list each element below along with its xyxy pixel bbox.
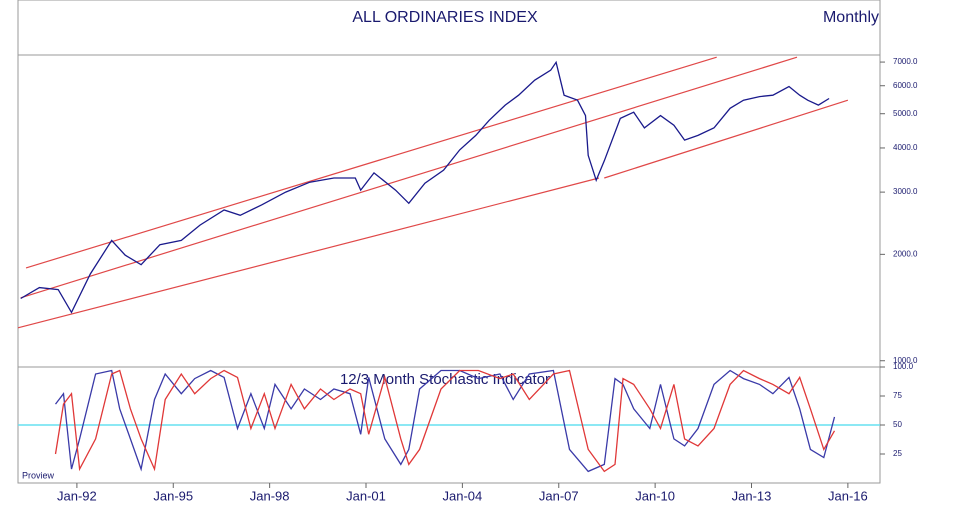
x-tick-label: Jan-16: [828, 488, 868, 503]
channel-line: [604, 99, 849, 179]
y-tick-label: 5000.0: [893, 109, 918, 118]
x-tick-label: Jan-04: [443, 488, 483, 503]
y-tick-label: 100.0: [893, 362, 914, 371]
y-tick-label: 1000.0: [893, 356, 918, 365]
x-tick-label: Jan-07: [539, 488, 579, 503]
indicator-title: 12/3 Month Stochastic Indicator: [340, 371, 550, 388]
y-tick-label: 6000.0: [893, 81, 918, 90]
series-line: [54, 369, 836, 473]
y-tick-label: 2000.0: [893, 249, 918, 258]
x-tick-label: Jan-98: [250, 488, 290, 503]
channel-line: [17, 177, 600, 329]
y-tick-label: 75: [893, 391, 902, 400]
y-tick-label: 25: [893, 449, 902, 458]
y-tick-label: 3000.0: [893, 187, 918, 196]
watermark: Proview: [22, 470, 55, 480]
x-tick-label: Jan-01: [346, 488, 386, 503]
y-tick-label: 50: [893, 420, 902, 429]
y-tick-label: 7000.0: [893, 57, 918, 66]
chart-title: ALL ORDINARIES INDEX: [352, 9, 538, 26]
x-tick-label: Jan-95: [153, 488, 193, 503]
channel-line: [20, 56, 798, 299]
x-tick-label: Jan-10: [635, 488, 675, 503]
x-tick-label: Jan-13: [732, 488, 772, 503]
chart-subtitle: Monthly: [823, 9, 879, 26]
channel-line: [25, 56, 717, 269]
series-line: [54, 369, 836, 473]
frame: [17, 0, 881, 484]
y-tick-label: 4000.0: [893, 143, 918, 152]
x-tick-label: Jan-92: [57, 488, 97, 503]
series-line: [20, 60, 830, 314]
